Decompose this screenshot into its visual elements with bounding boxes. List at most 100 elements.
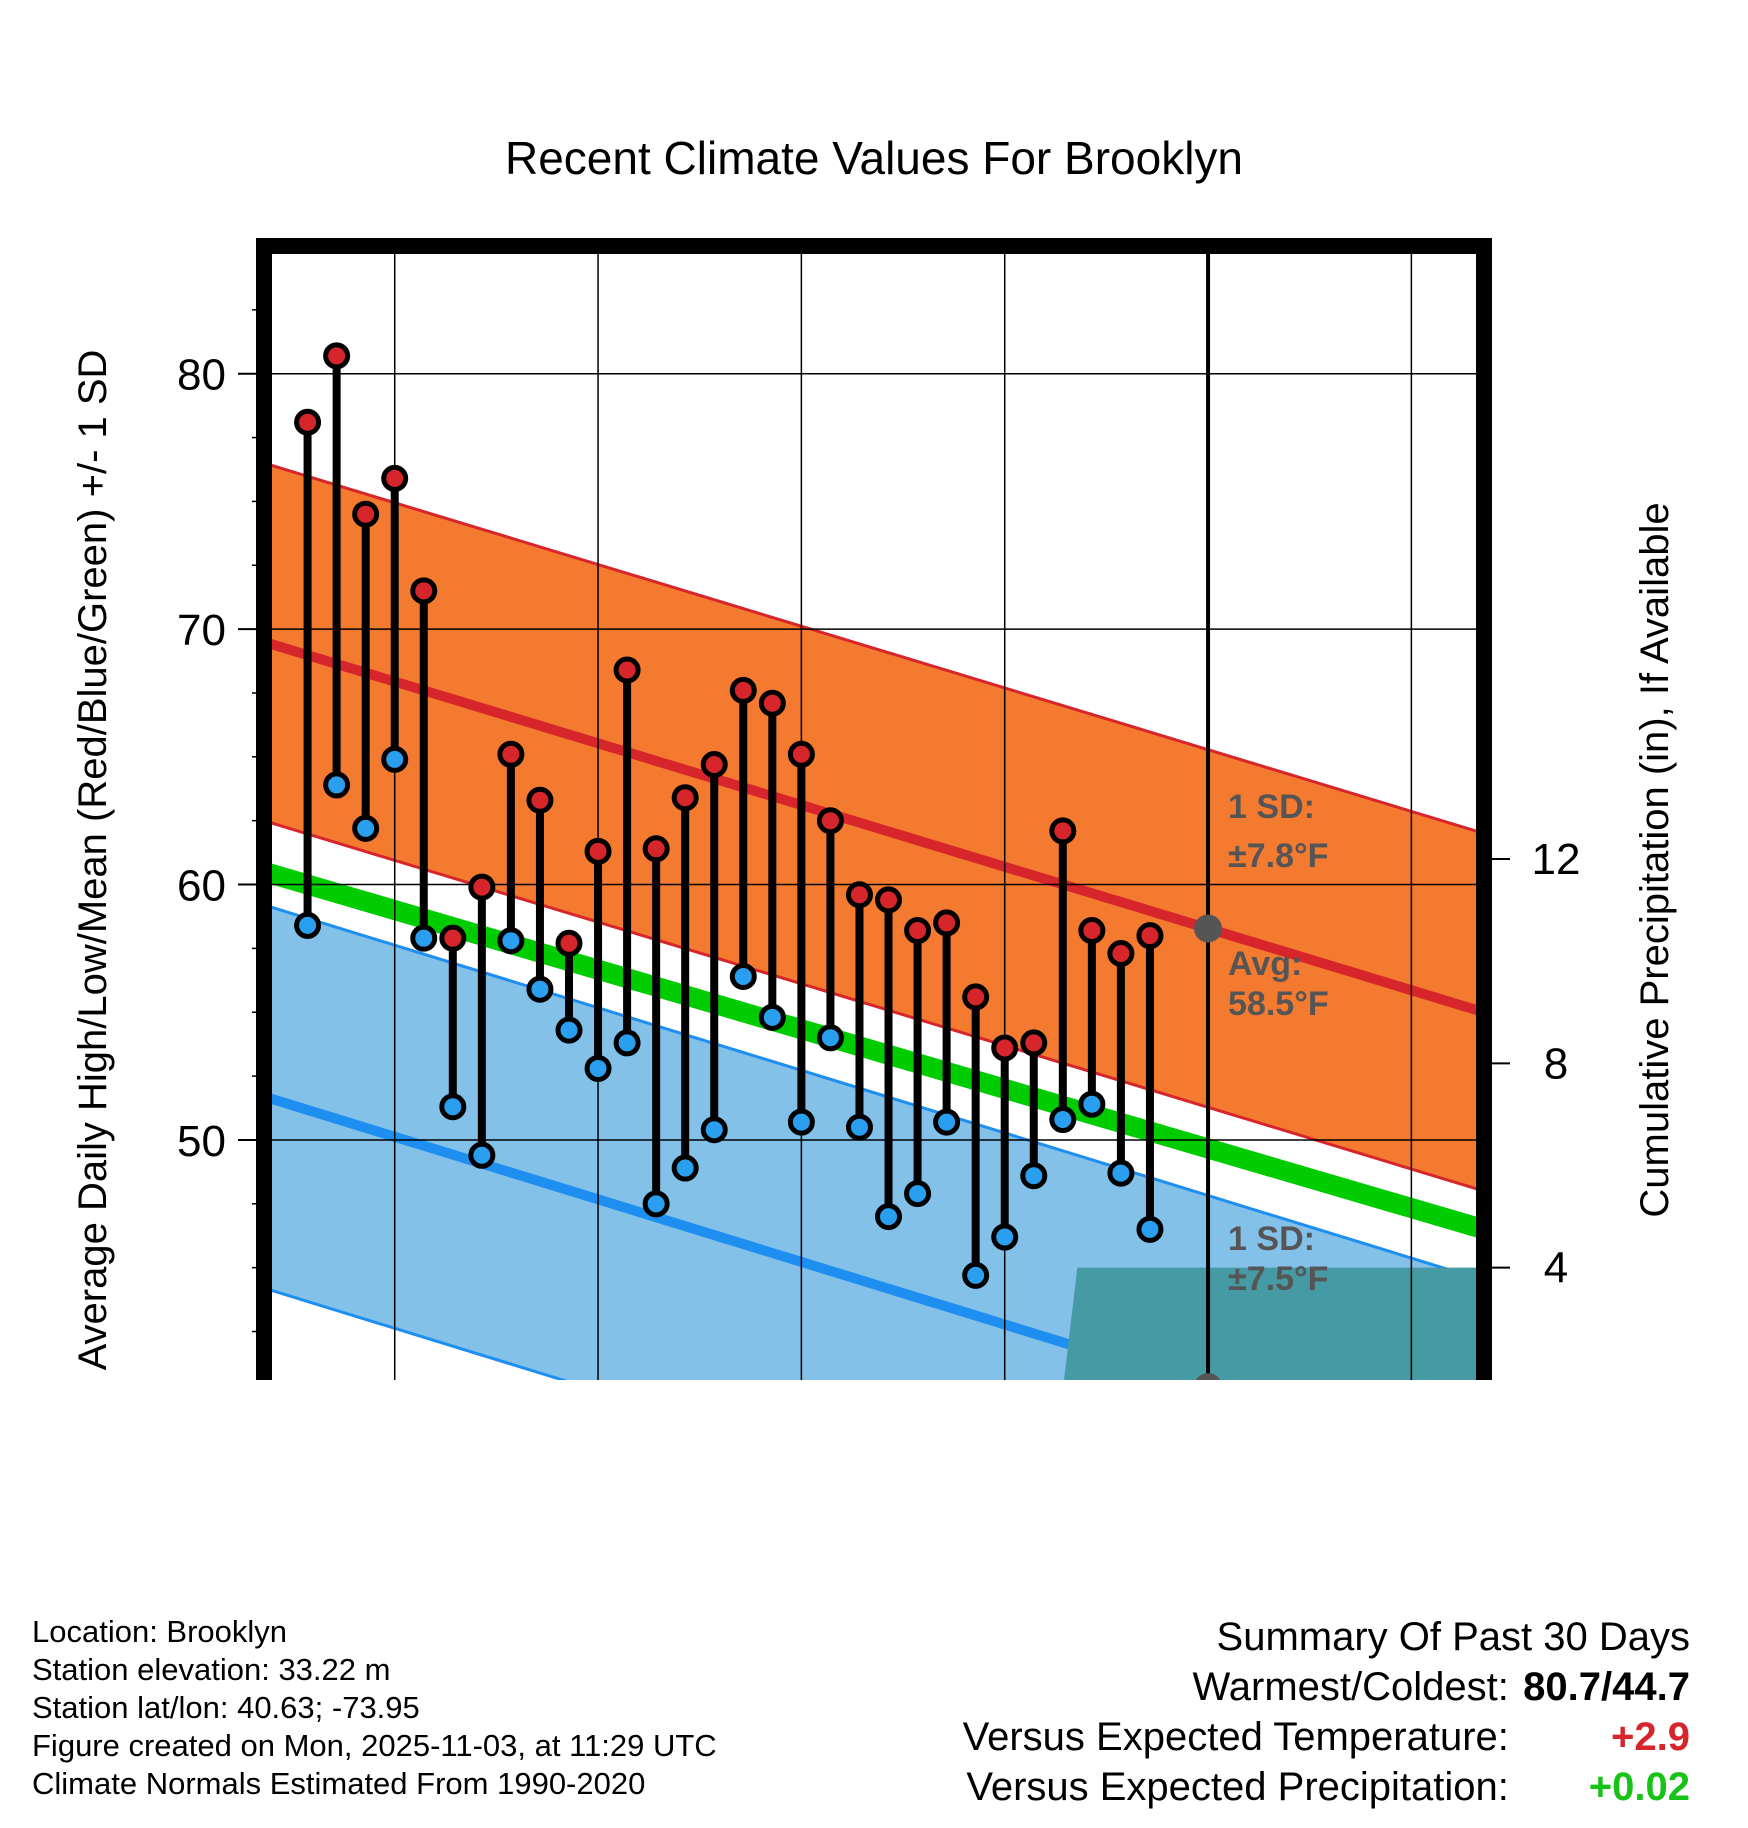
low-point (845, 1113, 873, 1141)
warm-cold-label: Warmest/Coldest: (1192, 1665, 1509, 1709)
y2-tick-label: 12 (1532, 835, 1581, 884)
info-location: Location: Brooklyn (32, 1614, 288, 1649)
high-point (323, 342, 351, 370)
high-band-lower-edge (264, 819, 1484, 1193)
annotation-label: Avg: (1228, 945, 1302, 983)
annotation-value: ±7.5°F (1228, 1260, 1328, 1298)
y2-axis-title: Cumulative Precipitation (in), If Availa… (1633, 502, 1677, 1217)
low-point (294, 911, 322, 939)
high-point (468, 873, 496, 901)
avg-high-line (264, 637, 1484, 1018)
low-point (497, 927, 525, 955)
y-tick-label: 40 (177, 1372, 226, 1380)
high-point (991, 1034, 1019, 1062)
avg-mean-line (264, 862, 1484, 1239)
climate-chart: Recent Climate Values For Brooklyn 1 SD:… (71, 132, 1677, 1380)
low-point (904, 1180, 932, 1208)
info-elevation: Station elevation: 33.22 m (32, 1652, 391, 1687)
station-info: Location: Brooklyn Station elevation: 33… (32, 1613, 717, 1803)
low-point (1107, 1159, 1135, 1187)
warm-cold-value: 80.7/44.7 (1523, 1665, 1690, 1709)
low-point (526, 975, 554, 1003)
low-band-upper-edge (264, 903, 1484, 1282)
low-point (468, 1141, 496, 1169)
info-latlon: Station lat/lon: 40.63; -73.95 (32, 1690, 420, 1725)
annotation-value: ±7.8°F (1228, 837, 1328, 875)
low-point (991, 1223, 1019, 1251)
high-point (1049, 817, 1077, 845)
info-normals: Climate Normals Estimated From 1990-2020 (32, 1766, 646, 1801)
low-point (352, 814, 380, 842)
low-point (962, 1261, 990, 1289)
high-point (584, 837, 612, 865)
high-point (1107, 940, 1135, 968)
low-point (1020, 1162, 1048, 1190)
info-created: Figure created on Mon, 2025-11-03, at 11… (32, 1728, 717, 1763)
today-avg-low-marker (1195, 1373, 1221, 1380)
low-point (381, 745, 409, 773)
y-tick-label: 60 (177, 862, 226, 911)
high-band-upper-edge (264, 461, 1484, 835)
high-point (845, 881, 873, 909)
high-point (1078, 917, 1106, 945)
high-point (294, 408, 322, 436)
precip-value: +0.02 (1588, 1765, 1690, 1809)
low-point (1049, 1106, 1077, 1134)
summary-precip: Versus Expected Precipitation: +0.02 (963, 1762, 1690, 1812)
plot-frame (256, 238, 1492, 1380)
low-point (323, 771, 351, 799)
high-point (933, 909, 961, 937)
high-point (962, 983, 990, 1011)
low-point (642, 1190, 670, 1218)
high-point (671, 784, 699, 812)
high-point (642, 835, 670, 863)
low-band-lower-edge (264, 1286, 568, 1380)
y-tick-label: 70 (177, 606, 226, 655)
annotation-label: 1 SD: (1228, 788, 1315, 826)
low-point (671, 1154, 699, 1182)
high-point (555, 929, 583, 957)
summary-warm-cold: Warmest/Coldest: 80.7/44.7 (963, 1662, 1691, 1712)
high-point (875, 886, 903, 914)
low-point (439, 1093, 467, 1121)
low-point (933, 1108, 961, 1136)
temp-label: Versus Expected Temperature: (962, 1715, 1509, 1759)
summary-title: Summary Of Past 30 Days (1216, 1615, 1690, 1659)
low-point (816, 1024, 844, 1052)
precip-label: Versus Expected Precipitation: (966, 1765, 1509, 1809)
annotation-label: 30 (1228, 1375, 1266, 1380)
low-point (700, 1116, 728, 1144)
low-point (729, 962, 757, 990)
high-point (700, 750, 728, 778)
high-point (816, 807, 844, 835)
low-point (613, 1029, 641, 1057)
high-point (729, 676, 757, 704)
high-point (526, 786, 554, 814)
annotation-value: 58.5°F (1228, 985, 1329, 1023)
high-point (787, 740, 815, 768)
high-point (1020, 1029, 1048, 1057)
low-point (787, 1108, 815, 1136)
low-point (1136, 1215, 1164, 1243)
y2-tick-label: 8 (1544, 1039, 1568, 1088)
high-point (439, 924, 467, 952)
summary-panel: Summary Of Past 30 Days Warmest/Coldest:… (963, 1612, 1690, 1812)
high-point (410, 577, 438, 605)
high-point (613, 656, 641, 684)
high-point (1136, 922, 1164, 950)
chart-title: Recent Climate Values For Brooklyn (505, 132, 1243, 184)
y-tick-label: 50 (177, 1117, 226, 1166)
avg-low-line (264, 1091, 1203, 1380)
low-point (410, 924, 438, 952)
high-point (904, 917, 932, 945)
low-point (875, 1203, 903, 1231)
y2-tick-label: 4 (1544, 1244, 1568, 1293)
high-point (497, 740, 525, 768)
precip-area (1064, 1267, 1484, 1380)
y-tick-label: 80 (177, 351, 226, 400)
low-point (1078, 1090, 1106, 1118)
high-point (352, 500, 380, 528)
today-avg-high-marker (1194, 914, 1223, 943)
high-point (758, 689, 786, 717)
annotation-label: 1 SD: (1228, 1220, 1315, 1258)
